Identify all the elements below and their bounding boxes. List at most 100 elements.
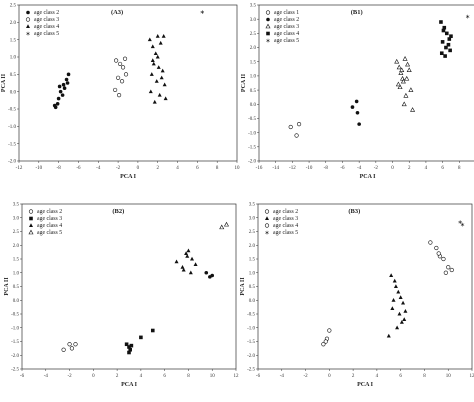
data-point xyxy=(446,265,451,270)
data-point xyxy=(157,92,162,97)
y-tick-label: 0.0 xyxy=(13,299,20,304)
data-point xyxy=(428,240,433,245)
y-tick-label: 2.0 xyxy=(249,244,256,249)
data-point xyxy=(399,67,405,73)
data-point xyxy=(448,48,452,53)
series-age-class-5: ∗ xyxy=(200,10,205,16)
data-point xyxy=(184,251,189,255)
x-tick-label: 0 xyxy=(328,374,331,379)
y-tick-label: 0.5 xyxy=(13,285,20,290)
data-point xyxy=(392,278,397,283)
plot-area xyxy=(18,4,238,162)
y-tick-label: 3.0 xyxy=(13,216,20,221)
data-point xyxy=(400,75,406,81)
data-point xyxy=(219,224,225,230)
legend-marker xyxy=(28,229,34,235)
x-tick-label: -4 xyxy=(357,166,362,171)
y-tick-label: 0.5 xyxy=(249,285,256,290)
x-tick-label: -2 xyxy=(303,374,308,379)
data-point xyxy=(116,93,122,98)
y-tick-label: 2.0 xyxy=(10,21,17,26)
y-tick-label: 1.5 xyxy=(10,38,17,43)
data-point xyxy=(403,92,409,98)
y-tick-label: -0.5 xyxy=(248,117,256,122)
data-point xyxy=(397,84,403,90)
y-axis-label: PCA II xyxy=(240,277,246,296)
x-tick-label: 2 xyxy=(352,374,355,379)
legend-label: age class 2 xyxy=(274,17,299,23)
x-tick-label: 8 xyxy=(423,374,426,379)
legend-label: age class 1 xyxy=(274,10,299,16)
data-point xyxy=(396,289,401,294)
legend-label: age class 4 xyxy=(34,24,59,30)
data-point xyxy=(56,96,61,101)
series-age-class-2 xyxy=(52,72,71,110)
data-point xyxy=(150,44,155,49)
x-tick-label: -14 xyxy=(272,166,279,171)
x-tick-label: -6 xyxy=(76,166,81,171)
y-tick-label: 1.0 xyxy=(249,271,256,276)
x-tick-label: 4 xyxy=(376,374,379,379)
data-point xyxy=(115,75,121,80)
legend-marker: ∗ xyxy=(265,39,270,45)
data-point xyxy=(398,70,404,75)
legend-marker: ∗ xyxy=(264,231,269,237)
y-tick-label: 3.5 xyxy=(13,203,20,208)
data-point xyxy=(389,273,394,277)
y-tick-label: -0.5 xyxy=(8,108,16,113)
data-point xyxy=(190,256,195,261)
panel-title: (B1) xyxy=(351,9,363,16)
x-tick-label: 2 xyxy=(156,166,159,171)
y-tick-label: 2.5 xyxy=(249,230,256,235)
x-tick-label: -4 xyxy=(96,166,101,171)
y-tick-label: 2.5 xyxy=(250,32,257,37)
series-age-class-3 xyxy=(394,56,416,112)
legend-label: age class 3 xyxy=(274,24,299,30)
data-point xyxy=(158,40,163,45)
data-point xyxy=(185,254,190,258)
y-tick-label: 3.0 xyxy=(249,216,256,221)
data-point xyxy=(404,75,410,81)
data-point xyxy=(69,346,75,351)
data-point xyxy=(122,56,128,61)
data-point xyxy=(294,133,299,138)
y-tick-label: -1.0 xyxy=(248,131,256,136)
legend-label: age class 3 xyxy=(34,17,59,23)
y-tick-label: -1.5 xyxy=(11,340,19,345)
data-point xyxy=(139,335,143,340)
data-point xyxy=(174,259,179,264)
legend-label: age class 4 xyxy=(273,223,298,229)
y-tick-label: 3.5 xyxy=(250,4,257,9)
data-point xyxy=(127,350,131,355)
data-point xyxy=(204,270,209,275)
x-tick-label: 6 xyxy=(163,374,166,379)
legend-marker xyxy=(264,223,270,228)
data-point xyxy=(123,72,129,77)
data-point xyxy=(436,251,441,256)
series-age-class-4 xyxy=(147,34,168,104)
data-point xyxy=(398,295,403,299)
legend-label: age class 4 xyxy=(274,31,299,37)
data-point xyxy=(119,79,125,84)
legend-marker xyxy=(265,23,271,29)
series-age-class-5 xyxy=(219,221,229,230)
data-point xyxy=(397,311,402,316)
x-tick-label: 8 xyxy=(187,374,190,379)
y-tick-label: -1.0 xyxy=(11,326,19,331)
x-tick-label: -2 xyxy=(116,166,121,171)
data-point xyxy=(193,262,198,266)
panel-title: (B2) xyxy=(112,208,124,215)
data-point xyxy=(188,270,193,275)
data-point xyxy=(444,31,449,36)
data-point xyxy=(148,89,153,94)
data-point xyxy=(288,124,293,130)
x-tick-label: 0 xyxy=(391,166,394,171)
data-point xyxy=(128,347,132,352)
data-point xyxy=(405,61,411,67)
data-point xyxy=(395,81,401,87)
data-point xyxy=(154,79,159,83)
data-point xyxy=(223,221,229,227)
y-tick-label: 0.5 xyxy=(10,73,17,78)
